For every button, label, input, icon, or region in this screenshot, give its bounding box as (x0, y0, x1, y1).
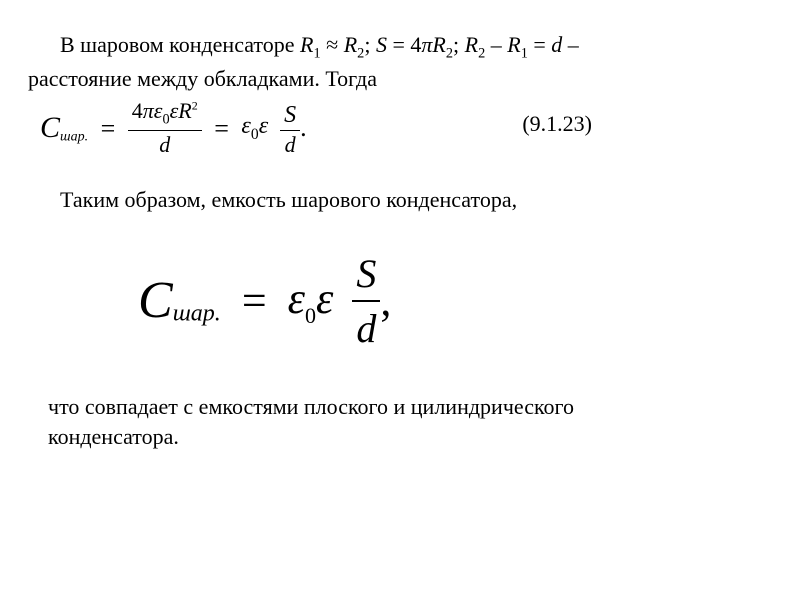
period: . (300, 114, 307, 143)
equation-row-1: Cшар. = 4πε0εR2 d = ε0ε S d . (9.1.23) (28, 99, 772, 177)
paragraph-intro-line2: расстояние между обкладками. Тогда (28, 64, 772, 94)
approx: ≈ (321, 32, 344, 57)
var-R1b: R (507, 32, 520, 57)
var-R2c: R (465, 32, 478, 57)
pi: π (421, 32, 432, 57)
eps0eps-big: ε0ε (288, 274, 345, 323)
fraction-bar-2 (280, 130, 300, 131)
denominator-big: d (352, 304, 380, 352)
eps-c: ε (241, 113, 250, 139)
var-R2: R (344, 32, 357, 57)
fraction-bar-big (352, 300, 380, 302)
page: В шаровом конденсаторе R1 ≈ R2; S = 4πR2… (0, 0, 800, 600)
sub-1b: 1 (521, 45, 528, 61)
semicolon-2: ; (453, 32, 465, 57)
fraction-bar-1 (128, 130, 202, 131)
text: В шаровом конденсаторе (60, 32, 300, 57)
numerator-1: 4πε0εR2 (128, 99, 202, 128)
minus: – (485, 32, 507, 57)
var-R-f: R (178, 98, 191, 123)
denominator-1: d (128, 133, 202, 157)
sub-1: 1 (313, 45, 320, 61)
sup-2: 2 (192, 99, 198, 113)
var-S-big: S (356, 251, 376, 296)
sub-zero-c: 0 (305, 303, 316, 328)
eps-b: ε (170, 98, 179, 123)
sub-zero-a: 0 (162, 112, 169, 128)
fraction-big: S d (352, 249, 380, 352)
dash: – (562, 32, 579, 57)
var-d-big: d (356, 306, 376, 351)
equals-1: = (95, 114, 122, 144)
sub-zero-b: 0 (251, 126, 259, 143)
paragraph-thus: Таким образом, емкость шарового конденса… (28, 187, 772, 213)
sub-shar: шар. (60, 130, 88, 145)
var-R1: R (300, 32, 313, 57)
eps0eps: ε0ε (241, 113, 274, 139)
var-S2: S (284, 102, 296, 128)
comma-big: , (380, 276, 391, 325)
sub-shar-big: шар. (173, 301, 221, 327)
eps-e: ε (288, 274, 305, 323)
numerator-2: S (280, 100, 300, 129)
equals-2: = (208, 114, 235, 144)
var-d: d (551, 32, 562, 57)
paragraph-intro: В шаровом конденсаторе R1 ≈ R2; S = 4πR2… (28, 30, 772, 64)
eps-f: ε (316, 274, 333, 323)
semicolon: ; (364, 32, 376, 57)
equals-big: = (232, 275, 277, 326)
eps-d: ε (259, 113, 268, 139)
denominator-2: d (280, 133, 300, 157)
fraction-2: S d (280, 100, 300, 158)
var-S: S (376, 32, 387, 57)
equation-inline-1: Cшар. = 4πε0εR2 d = ε0ε S d . (40, 99, 307, 157)
pi-2: π (143, 98, 154, 123)
four: 4 (132, 98, 143, 123)
fraction-1: 4πε0εR2 d (128, 99, 202, 157)
var-C-big: C (138, 272, 173, 329)
sub-2b: 2 (446, 45, 453, 61)
eq-d: = (528, 32, 551, 57)
numerator-big: S (352, 249, 380, 297)
equation-number: (9.1.23) (522, 111, 592, 137)
var-R2b: R (432, 32, 445, 57)
eq-4: = 4 (387, 32, 421, 57)
paragraph-conclusion: что совпадает с емкостями плоского и цил… (48, 392, 688, 451)
var-C: C (40, 112, 60, 145)
equation-display: Cшар. = ε0ε S d , (138, 249, 772, 352)
